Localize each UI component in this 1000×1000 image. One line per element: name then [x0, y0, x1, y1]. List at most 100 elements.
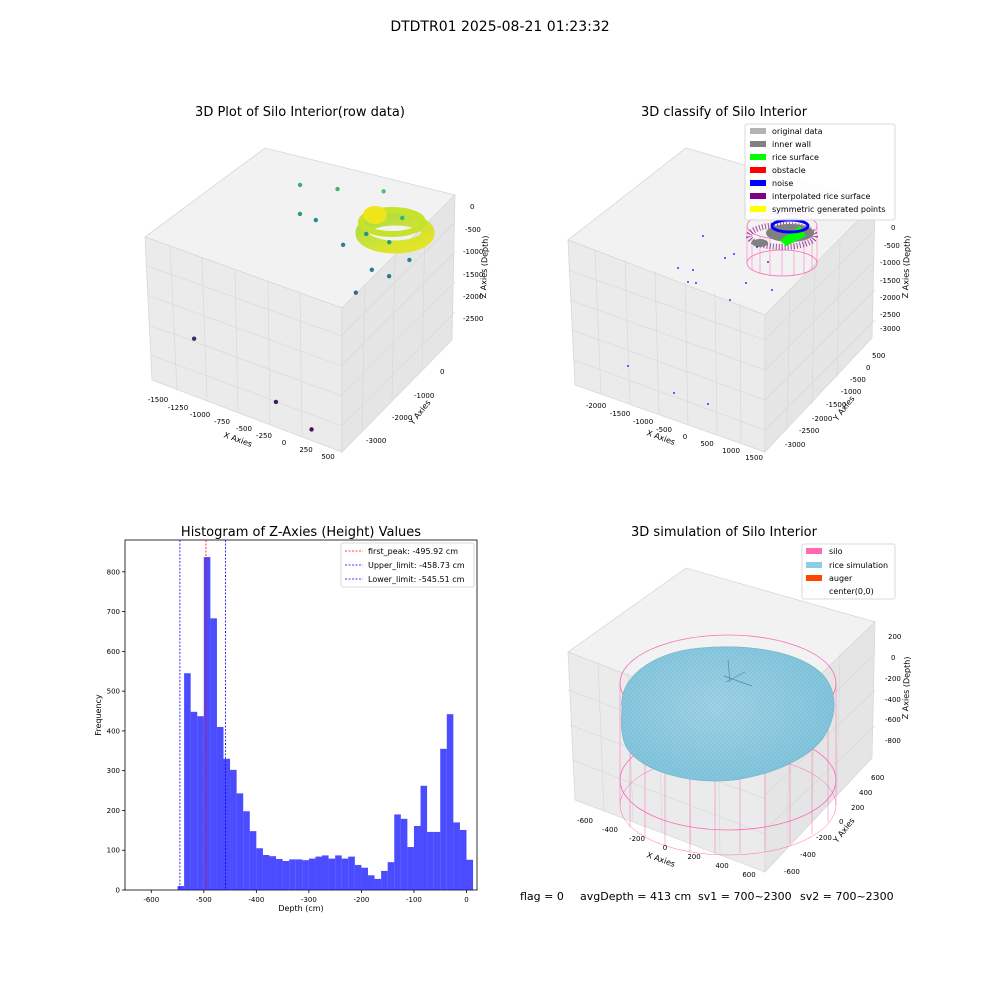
- legend-label-auger: auger: [829, 574, 853, 583]
- histogram-bar: [308, 858, 316, 890]
- histogram-x-tick-label: -400: [248, 896, 264, 904]
- histogram-bar: [348, 856, 355, 890]
- classify-3d-z-ticks: 0 -500 -1000 -1500 -2000 -2500 -3000: [880, 224, 900, 333]
- histogram-bars: [177, 557, 474, 890]
- classify-3d-noise-point: [687, 281, 689, 283]
- legend-label-rice-simulation: rice simulation: [829, 561, 888, 570]
- raw-3d-x-tick: 250: [299, 446, 312, 454]
- histogram-bar: [230, 769, 237, 890]
- raw-3d-point: [364, 231, 369, 237]
- legend-swatch-inner-wall: [750, 141, 766, 147]
- histogram-bar: [367, 875, 375, 890]
- raw-3d-zlabel: Z Axies (Depth): [479, 235, 490, 298]
- classify-3d-x-tick: -1000: [633, 418, 653, 426]
- legend-swatch-silo: [806, 548, 822, 554]
- raw-3d-point: [273, 399, 279, 405]
- histogram-bar: [262, 855, 270, 890]
- histogram-y-tick-label: 200: [107, 807, 120, 815]
- raw-3d-xlabel: X Axies: [222, 430, 253, 449]
- histogram-y-tick-label: 100: [107, 847, 120, 855]
- classify-3d-noise-point: [767, 261, 769, 263]
- legend-label-silo: silo: [829, 547, 843, 556]
- panel-histogram: Histogram of Z-Axies (Height) Values -60…: [94, 525, 478, 913]
- histogram-bar: [374, 878, 382, 890]
- histogram-x-tick-label: -100: [406, 896, 422, 904]
- classify-3d-x-tick: 1500: [745, 454, 763, 462]
- histogram-y-tick-label: 800: [107, 568, 120, 576]
- histogram-bar: [466, 859, 474, 890]
- histogram-bar: [400, 818, 408, 890]
- classify-3d-x-tick: 500: [700, 440, 713, 448]
- raw-3d-point: [297, 182, 303, 188]
- histogram-x-tick-label: -500: [196, 896, 212, 904]
- classify-3d-x-tick: -2000: [586, 402, 606, 410]
- legend-label-obstacle: obstacle: [772, 166, 806, 175]
- raw-3d-y-ticks: -3000 -2000 -1000 0: [366, 368, 444, 445]
- histogram-bar: [203, 557, 211, 890]
- histogram-ticks: -600 -500 -400 -300 -200 -100 0 0 100 200 300 400 50…: [107, 568, 469, 904]
- histogram-bar: [236, 793, 244, 890]
- legend-swatch-obstacle: [750, 167, 766, 173]
- histogram-bar: [322, 855, 329, 890]
- classify-3d-z-tick: -500: [884, 242, 900, 250]
- histogram-y-tick-label: 600: [107, 648, 120, 656]
- raw-3d-point: [387, 239, 392, 245]
- legend-label-original-data: original data: [772, 127, 823, 136]
- classify-3d-z-tick: -2500: [880, 311, 900, 319]
- classify-3d-zlabel: Z Axies (Depth): [901, 235, 912, 298]
- raw-3d-x-tick: 0: [282, 439, 286, 447]
- classify-3d-legend: original data inner wall rice surface ob…: [744, 123, 896, 221]
- histogram-bar: [295, 859, 303, 890]
- histogram-legend: first_peak: -495.92 cm Upper_limit: -458…: [340, 542, 475, 588]
- raw-3d-point: [309, 427, 314, 432]
- raw-3d-y-tick: -1000: [414, 392, 434, 400]
- classify-3d-noise-point: [724, 257, 726, 259]
- simulation-3d-auger: [723, 659, 753, 687]
- legend-swatch-symmetric-generated-points: [750, 206, 766, 212]
- classify-3d-z-tick: -1000: [880, 259, 900, 267]
- classify-3d-y-tick: -2000: [812, 415, 832, 423]
- raw-3d-point: [381, 189, 386, 194]
- classify-3d-legend-frame: [744, 123, 896, 221]
- raw-3d-x-tick: -250: [256, 432, 272, 440]
- simulation-3d-x-tick: 200: [687, 853, 700, 861]
- legend-swatch-interpolated-rice-surface: [750, 193, 766, 199]
- histogram-ylabel: Frequency: [94, 694, 103, 736]
- classify-3d-y-ticks: -3000 -2500 -2000 -1500 -1000 -500 0 500: [785, 352, 885, 449]
- histogram-x-tick-label: -200: [353, 896, 369, 904]
- histogram-bar: [249, 831, 257, 890]
- classify-3d-noise-point: [692, 269, 694, 271]
- legend-label-first-peak: first_peak: -495.92 cm: [368, 547, 458, 556]
- classify-3d-noise-point: [695, 282, 697, 284]
- raw-3d-y-tick: 0: [440, 368, 444, 376]
- raw-3d-point: [407, 257, 412, 263]
- raw-3d-point: [313, 217, 319, 223]
- raw-3d-x-tick: 500: [321, 453, 334, 461]
- simulation-3d-z-tick: -600: [885, 716, 901, 724]
- histogram-bar: [289, 859, 296, 890]
- simulation-3d-x-tick: 600: [742, 871, 755, 879]
- simulation-3d-y-tick: -400: [800, 851, 816, 859]
- histogram-x-tick-label: 0: [464, 896, 468, 904]
- legend-label-rice-surface: rice surface: [772, 153, 819, 162]
- classify-3d-y-tick: -500: [850, 376, 866, 384]
- histogram-bar: [381, 870, 388, 890]
- classify-3d-y-tick: 500: [872, 352, 885, 360]
- histogram-bar: [440, 748, 447, 890]
- histogram-bar: [427, 831, 434, 890]
- histogram-bar: [302, 860, 309, 890]
- simulation-3d-y-tick: -200: [816, 834, 832, 842]
- classify-3d-noise-point: [677, 267, 679, 269]
- raw-3d-y-tick: -2000: [392, 414, 412, 422]
- histogram-bar: [341, 858, 349, 890]
- simulation-3d-z-tick: -200: [885, 675, 901, 683]
- histogram-bar: [453, 822, 460, 890]
- classify-3d-y-tick: -1500: [826, 401, 846, 409]
- legend-label-lower-limit: Lower_limit: -545.51 cm: [368, 575, 465, 584]
- histogram-legend-frame: [340, 542, 475, 588]
- raw-3d-z-tick: -2000: [463, 293, 483, 301]
- histogram-bar: [190, 711, 198, 890]
- histogram-bar: [315, 856, 323, 890]
- classify-3d-noise-point: [627, 365, 629, 367]
